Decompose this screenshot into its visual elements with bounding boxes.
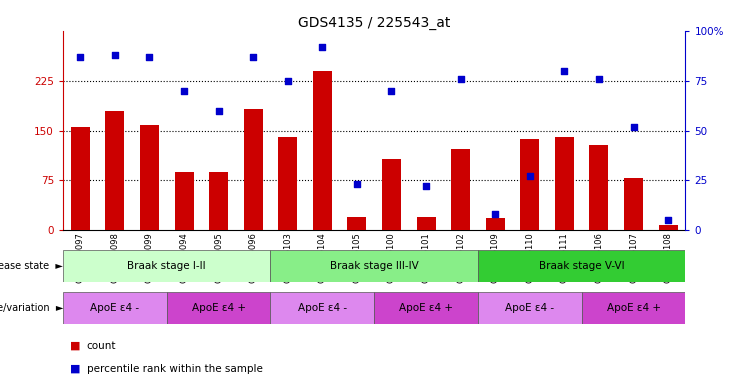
Bar: [209, 172, 228, 230]
Text: Braak stage III-IV: Braak stage III-IV: [330, 261, 419, 271]
Point: [662, 217, 674, 223]
Text: ApoE ε4 -: ApoE ε4 -: [505, 303, 554, 313]
Bar: [313, 71, 332, 230]
Text: percentile rank within the sample: percentile rank within the sample: [87, 364, 262, 374]
Point: [74, 54, 86, 60]
Text: ApoE ε4 +: ApoE ε4 +: [192, 303, 245, 313]
Text: Braak stage V-VI: Braak stage V-VI: [539, 261, 625, 271]
Bar: [174, 172, 193, 230]
Point: [593, 76, 605, 82]
Text: genotype/variation  ►: genotype/variation ►: [0, 303, 63, 313]
Bar: [520, 139, 539, 230]
Bar: [382, 159, 401, 230]
Bar: [486, 218, 505, 230]
Bar: [590, 145, 608, 230]
Bar: [140, 125, 159, 230]
Bar: [167, 292, 270, 324]
Text: disease state  ►: disease state ►: [0, 261, 63, 271]
Point: [109, 51, 121, 58]
Point: [524, 174, 536, 180]
Text: ApoE ε4 +: ApoE ε4 +: [607, 303, 660, 313]
Bar: [478, 250, 685, 282]
Text: ApoE ε4 -: ApoE ε4 -: [90, 303, 139, 313]
Bar: [555, 137, 574, 230]
Bar: [63, 250, 270, 282]
Bar: [582, 292, 685, 324]
Point: [213, 108, 225, 114]
Text: ■: ■: [70, 341, 81, 351]
Title: GDS4135 / 225543_at: GDS4135 / 225543_at: [298, 16, 451, 30]
Point: [489, 211, 501, 217]
Bar: [416, 217, 436, 230]
Bar: [270, 250, 478, 282]
Point: [316, 44, 328, 50]
Point: [559, 68, 571, 74]
Point: [455, 76, 467, 82]
Text: ■: ■: [70, 364, 81, 374]
Bar: [270, 292, 374, 324]
Bar: [451, 149, 470, 230]
Bar: [624, 179, 643, 230]
Bar: [348, 217, 366, 230]
Text: Braak stage I-II: Braak stage I-II: [127, 261, 206, 271]
Bar: [71, 127, 90, 230]
Bar: [659, 225, 677, 230]
Point: [247, 54, 259, 60]
Bar: [478, 292, 582, 324]
Point: [282, 78, 293, 84]
Point: [351, 181, 363, 187]
Bar: [63, 292, 167, 324]
Text: ApoE ε4 +: ApoE ε4 +: [399, 303, 453, 313]
Bar: [374, 292, 478, 324]
Bar: [244, 109, 262, 230]
Bar: [279, 137, 297, 230]
Point: [628, 124, 639, 130]
Point: [420, 184, 432, 190]
Bar: [105, 111, 124, 230]
Point: [385, 88, 397, 94]
Text: ApoE ε4 -: ApoE ε4 -: [298, 303, 347, 313]
Point: [178, 88, 190, 94]
Point: [144, 54, 156, 60]
Text: count: count: [87, 341, 116, 351]
